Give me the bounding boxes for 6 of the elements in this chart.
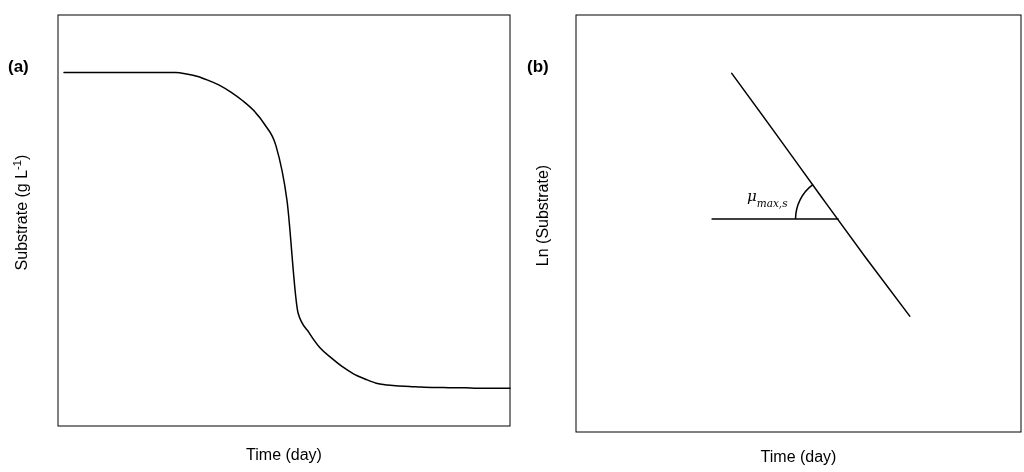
- chart-title: (b): [527, 57, 549, 76]
- annotation: μ$_{max,s}$: [746, 187, 789, 210]
- x-axis-title: Time (day): [246, 446, 322, 463]
- chart-title: (a): [8, 57, 29, 76]
- x-axis-title: Time (day): [760, 448, 837, 465]
- y-axis-title: Ln (Substrate): [534, 164, 551, 267]
